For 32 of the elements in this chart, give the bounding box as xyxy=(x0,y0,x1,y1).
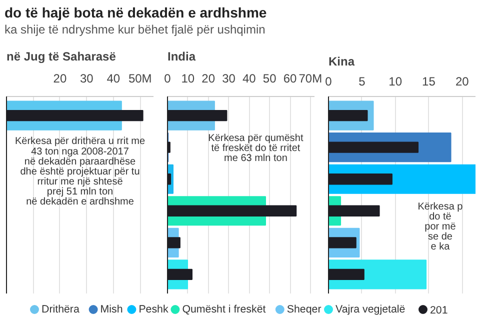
legend-label: Drithëra xyxy=(42,304,80,316)
x-tick-label: 30 xyxy=(80,72,94,86)
annotation: Kërkesa për qumësht të freskët do të rritet me 63 mln ton xyxy=(208,133,304,164)
x-tick-label: 10 xyxy=(388,74,402,88)
legend-label: Mish xyxy=(100,304,123,316)
x-tick-label: 20 xyxy=(202,72,216,86)
x-tick-label: 40 xyxy=(242,72,256,86)
x-tick-label: 40 xyxy=(106,72,120,86)
x-tick-label: 0 xyxy=(325,74,332,88)
chart-title: India xyxy=(168,50,196,64)
x-tick-label: 60 xyxy=(283,72,297,86)
x-tick-label: 70M xyxy=(298,72,322,86)
chart-title: Kina xyxy=(328,54,355,68)
legend-label: Qumësht i freskët xyxy=(182,304,266,316)
x-tick-label: 30 xyxy=(222,72,236,86)
x-tick-label: 50 xyxy=(262,72,277,86)
x-tick-label: 20 xyxy=(455,74,470,88)
x-tick-label: 5 xyxy=(358,74,366,88)
text: ka shije të ndryshme kur bëhet fjalë për ushqimin xyxy=(4,22,266,36)
legend-label: Sheqer xyxy=(286,304,322,316)
text: do të hajë bota në dekadën e ardhshme xyxy=(4,4,267,20)
x-tick-label: 15 xyxy=(422,74,436,88)
x-tick-label: 20 xyxy=(53,72,67,86)
legend-label: Vajra vegjetalë xyxy=(336,304,406,316)
x-tick-label: 0 xyxy=(164,72,172,86)
annotation: Kërkesa për drithëra u rrit me 43 ton nga 2008-2017 në dekadën paraardhëse dhe është projektuar për tu rritur me një shtesë prej 51 mln ton në dekadën e ardhshme xyxy=(14,136,146,208)
annotation: Kërkesa p do të por më se de e ka xyxy=(418,201,464,253)
chart-title: në Jug të Saharasë xyxy=(6,50,116,64)
legend-label: 201 xyxy=(430,304,448,316)
x-tick-label: 10 xyxy=(181,72,195,86)
x-tick-label: 50M xyxy=(128,72,152,86)
legend-label: Peshk xyxy=(138,304,169,316)
